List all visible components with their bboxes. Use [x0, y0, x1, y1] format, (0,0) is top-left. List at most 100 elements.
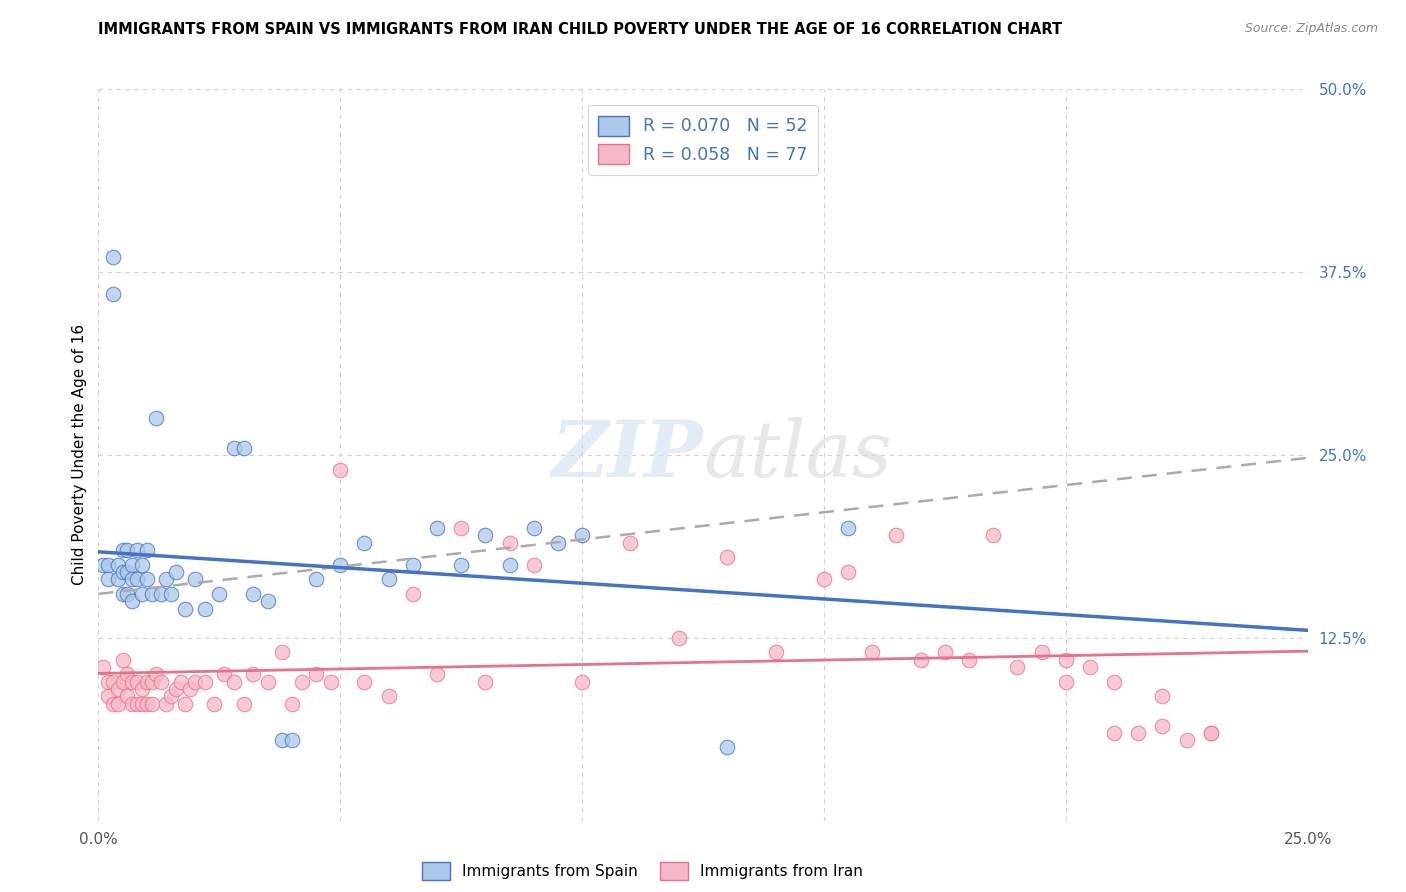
Point	[141, 697, 163, 711]
Point	[117, 543, 139, 558]
Point	[271, 645, 294, 659]
Point	[242, 667, 264, 681]
Point	[107, 572, 129, 586]
Point	[1175, 733, 1198, 747]
Point	[121, 697, 143, 711]
Point	[523, 558, 546, 572]
Text: atlas: atlas	[703, 417, 891, 493]
Point	[111, 587, 134, 601]
Point	[184, 674, 207, 689]
Point	[131, 697, 153, 711]
Point	[957, 653, 980, 667]
Point	[547, 535, 569, 549]
Point	[256, 594, 278, 608]
Point	[117, 587, 139, 601]
Point	[1007, 660, 1029, 674]
Point	[179, 681, 201, 696]
Point	[184, 572, 207, 586]
Point	[141, 674, 163, 689]
Point	[232, 441, 254, 455]
Point	[222, 441, 245, 455]
Point	[127, 674, 149, 689]
Point	[474, 674, 496, 689]
Point	[305, 667, 328, 681]
Point	[145, 667, 167, 681]
Point	[101, 251, 124, 265]
Point	[256, 674, 278, 689]
Point	[353, 535, 375, 549]
Point	[150, 587, 173, 601]
Point	[474, 528, 496, 542]
Point	[837, 521, 859, 535]
Point	[1128, 726, 1150, 740]
Point	[117, 690, 139, 704]
Point	[174, 697, 197, 711]
Point	[97, 558, 120, 572]
Point	[377, 572, 399, 586]
Point	[402, 587, 425, 601]
Point	[571, 528, 593, 542]
Point	[716, 740, 738, 755]
Point	[117, 565, 139, 579]
Point	[91, 558, 114, 572]
Point	[127, 543, 149, 558]
Point	[716, 550, 738, 565]
Point	[1152, 690, 1174, 704]
Point	[194, 674, 217, 689]
Point	[353, 674, 375, 689]
Point	[155, 572, 177, 586]
Point	[1199, 726, 1222, 740]
Point	[271, 733, 294, 747]
Point	[121, 674, 143, 689]
Point	[402, 558, 425, 572]
Point	[117, 667, 139, 681]
Point	[131, 558, 153, 572]
Point	[1054, 674, 1077, 689]
Point	[160, 690, 183, 704]
Point	[860, 645, 883, 659]
Point	[107, 697, 129, 711]
Point	[886, 528, 908, 542]
Text: IMMIGRANTS FROM SPAIN VS IMMIGRANTS FROM IRAN CHILD POVERTY UNDER THE AGE OF 16 : IMMIGRANTS FROM SPAIN VS IMMIGRANTS FROM…	[98, 22, 1063, 37]
Point	[619, 535, 641, 549]
Point	[135, 697, 157, 711]
Point	[208, 587, 231, 601]
Point	[97, 572, 120, 586]
Point	[155, 697, 177, 711]
Point	[111, 653, 134, 667]
Point	[232, 697, 254, 711]
Point	[165, 681, 187, 696]
Point	[668, 631, 690, 645]
Point	[910, 653, 932, 667]
Point	[450, 521, 472, 535]
Point	[121, 594, 143, 608]
Point	[169, 674, 191, 689]
Point	[141, 587, 163, 601]
Point	[498, 535, 520, 549]
Point	[97, 690, 120, 704]
Point	[305, 572, 328, 586]
Point	[131, 587, 153, 601]
Text: ZIP: ZIP	[551, 417, 703, 493]
Point	[290, 674, 312, 689]
Point	[121, 558, 143, 572]
Point	[281, 733, 304, 747]
Point	[111, 674, 134, 689]
Point	[934, 645, 956, 659]
Legend: Immigrants from Spain, Immigrants from Iran: Immigrants from Spain, Immigrants from I…	[416, 856, 869, 886]
Point	[131, 681, 153, 696]
Point	[426, 667, 449, 681]
Point	[127, 697, 149, 711]
Point	[523, 521, 546, 535]
Point	[160, 587, 183, 601]
Point	[107, 681, 129, 696]
Point	[222, 674, 245, 689]
Point	[1031, 645, 1053, 659]
Point	[135, 543, 157, 558]
Point	[174, 601, 197, 615]
Point	[813, 572, 835, 586]
Point	[97, 674, 120, 689]
Point	[498, 558, 520, 572]
Point	[111, 543, 134, 558]
Point	[765, 645, 787, 659]
